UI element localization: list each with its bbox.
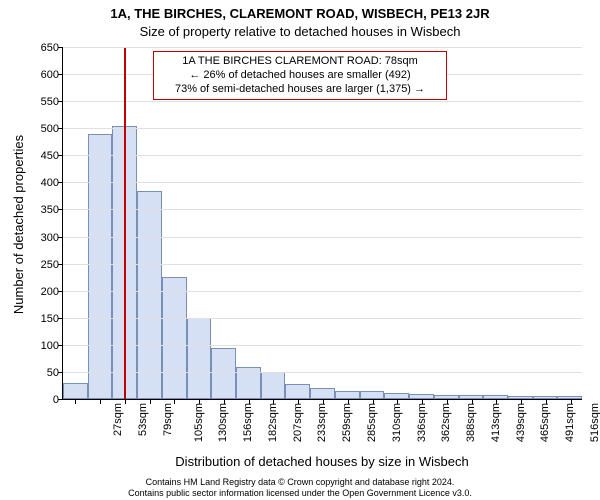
y-tick-label: 50: [19, 367, 63, 379]
x-tick-mark: [298, 399, 299, 404]
marker-line: [124, 48, 126, 399]
histogram-bar: [137, 191, 162, 399]
x-tick-mark: [249, 399, 250, 404]
grid-line: [63, 237, 582, 238]
x-tick-mark: [348, 399, 349, 404]
y-tick-label: 0: [19, 394, 63, 406]
x-tick-mark: [373, 399, 374, 404]
x-tick-mark: [150, 399, 151, 404]
histogram-bar: [162, 277, 187, 399]
x-tick-mark: [100, 399, 101, 404]
x-tick-label: 439sqm: [515, 403, 527, 442]
histogram-bar: [310, 388, 335, 399]
histogram-bar: [187, 318, 212, 399]
histogram-bar: [360, 391, 385, 399]
x-tick-mark: [422, 399, 423, 404]
x-tick-label: 259sqm: [341, 403, 353, 442]
histogram-bar: [261, 372, 286, 399]
x-tick-label: 491sqm: [564, 403, 576, 442]
x-tick-mark: [75, 399, 76, 404]
x-tick-mark: [199, 399, 200, 404]
x-tick-label: 233sqm: [317, 403, 329, 442]
histogram-bar: [88, 134, 113, 399]
x-tick-label: 207sqm: [292, 403, 304, 442]
x-tick-mark: [571, 399, 572, 404]
y-tick-label: 550: [19, 96, 63, 108]
histogram-bar: [63, 383, 88, 399]
grid-line: [63, 345, 582, 346]
x-tick-label: 53sqm: [137, 403, 149, 436]
chart-title-line1: 1A, THE BIRCHES, CLAREMONT ROAD, WISBECH…: [0, 6, 600, 21]
y-tick-label: 150: [19, 313, 63, 325]
footer-line2: Contains public sector information licen…: [0, 488, 600, 498]
x-tick-mark: [174, 399, 175, 404]
annotation-box: 1A THE BIRCHES CLAREMONT ROAD: 78sqm← 26…: [153, 51, 447, 100]
x-tick-label: 310sqm: [391, 403, 403, 442]
y-tick-label: 450: [19, 150, 63, 162]
x-tick-mark: [546, 399, 547, 404]
histogram-bar: [285, 384, 310, 399]
histogram-bar: [211, 348, 236, 399]
grid-line: [63, 101, 582, 102]
x-tick-label: 130sqm: [218, 403, 230, 442]
x-tick-mark: [521, 399, 522, 404]
x-tick-label: 362sqm: [440, 403, 452, 442]
footer-line1: Contains HM Land Registry data © Crown c…: [0, 477, 600, 487]
x-tick-mark: [224, 399, 225, 404]
annotation-line: 73% of semi-detached houses are larger (…: [160, 83, 440, 97]
x-tick-label: 336sqm: [416, 403, 428, 442]
grid-line: [63, 372, 582, 373]
x-tick-label: 285sqm: [366, 403, 378, 442]
x-tick-mark: [323, 399, 324, 404]
x-tick-mark: [496, 399, 497, 404]
annotation-line: ← 26% of detached houses are smaller (49…: [160, 69, 440, 83]
x-axis-label: Distribution of detached houses by size …: [62, 454, 582, 469]
grid-line: [63, 182, 582, 183]
chart-title-line2: Size of property relative to detached ho…: [0, 24, 600, 39]
x-tick-label: 516sqm: [589, 403, 600, 442]
x-tick-label: 388sqm: [465, 403, 477, 442]
grid-line: [63, 209, 582, 210]
histogram-bar: [335, 391, 360, 399]
x-tick-label: 156sqm: [242, 403, 254, 442]
grid-line: [63, 128, 582, 129]
x-tick-label: 465sqm: [539, 403, 551, 442]
grid-line: [63, 155, 582, 156]
plot-area: 0501001502002503003504004505005506006502…: [62, 48, 582, 400]
grid-line: [63, 291, 582, 292]
x-tick-mark: [472, 399, 473, 404]
grid-line: [63, 264, 582, 265]
x-tick-mark: [447, 399, 448, 404]
x-tick-label: 27sqm: [112, 403, 124, 436]
y-tick-label: 600: [19, 69, 63, 81]
y-tick-label: 250: [19, 259, 63, 271]
x-tick-mark: [397, 399, 398, 404]
y-tick-label: 100: [19, 340, 63, 352]
y-tick-label: 650: [19, 42, 63, 54]
x-tick-label: 413sqm: [490, 403, 502, 442]
footer-attribution: Contains HM Land Registry data © Crown c…: [0, 477, 600, 498]
y-tick-label: 350: [19, 204, 63, 216]
y-tick-label: 300: [19, 232, 63, 244]
y-tick-label: 400: [19, 177, 63, 189]
x-tick-mark: [125, 399, 126, 404]
x-tick-mark: [273, 399, 274, 404]
grid-line: [63, 47, 582, 48]
x-tick-label: 105sqm: [193, 403, 205, 442]
y-tick-label: 500: [19, 123, 63, 135]
y-tick-label: 200: [19, 286, 63, 298]
x-tick-label: 79sqm: [162, 403, 174, 436]
annotation-line: 1A THE BIRCHES CLAREMONT ROAD: 78sqm: [160, 55, 440, 69]
x-tick-label: 182sqm: [267, 403, 279, 442]
grid-line: [63, 318, 582, 319]
